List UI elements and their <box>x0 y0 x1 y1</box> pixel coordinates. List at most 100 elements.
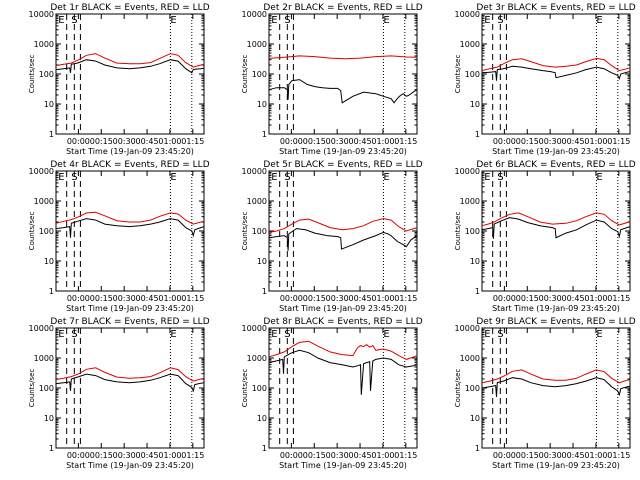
x-axis-label: Start Time (19-Jan-09 23:45:20) <box>66 461 194 470</box>
end-marker-label: E <box>170 329 176 340</box>
y-tick-label: 10000 <box>242 10 267 19</box>
end-marker-label: E <box>170 172 176 183</box>
y-tick-label: 10 <box>257 100 267 109</box>
x-tick-label: 00:00 <box>67 137 90 146</box>
panel-det-6: Det 6r BLACK = Events, RED = LLD 1 10 100 10… <box>454 160 636 313</box>
series-line-events <box>55 373 205 393</box>
end-marker-label: E <box>484 329 490 340</box>
x-tick-label: 00:15 <box>303 137 326 146</box>
series-line-lld <box>268 340 418 360</box>
x-tick-label: 00:45 <box>136 451 159 460</box>
y-tick-label: 10000 <box>242 167 267 176</box>
y-axis-label: Counts/sec <box>28 369 36 408</box>
x-tick-label: 00:30 <box>326 294 349 303</box>
end-marker-label: E <box>484 172 490 183</box>
y-axis-label: Counts/sec <box>241 55 249 94</box>
panel-title: Det 5r BLACK = Events, RED = LLD <box>263 160 422 170</box>
x-tick-label: 00:30 <box>326 451 349 460</box>
panel-title: Det 3r BLACK = Events, RED = LLD <box>476 3 635 13</box>
panel-title: Det 2r BLACK = Events, RED = LLD <box>263 3 422 13</box>
x-tick-label: 00:15 <box>303 294 326 303</box>
x-tick-label: 00:00 <box>280 451 303 460</box>
y-tick-label: 10000 <box>29 10 54 19</box>
y-axis-label: Counts/sec <box>241 369 249 408</box>
end-marker-label: E <box>58 15 64 26</box>
x-tick-label: 00:30 <box>539 137 562 146</box>
series-line-lld <box>268 55 418 60</box>
start-marker-label: S <box>284 329 290 340</box>
y-tick-label: 1000 <box>34 354 54 363</box>
x-tick-label: 01:15 <box>181 294 204 303</box>
start-marker-label: S <box>497 172 503 183</box>
x-tick-label: 00:15 <box>90 137 113 146</box>
y-tick-label: 1000 <box>247 197 267 206</box>
x-tick-label: 00:00 <box>280 137 303 146</box>
x-tick-label: 00:45 <box>136 137 159 146</box>
series-line-events <box>268 79 418 104</box>
x-tick-label: 00:45 <box>562 294 585 303</box>
end-marker-label: E <box>383 15 389 26</box>
panel-det-1: Det 1r BLACK = Events, RED = LLD 1 10 100 10… <box>28 3 210 156</box>
start-marker-label: S <box>71 15 77 26</box>
y-tick-label: 1000 <box>247 40 267 49</box>
y-axis-label: Counts/sec <box>28 55 36 94</box>
y-tick-label: 100 <box>465 384 480 393</box>
series-line-lld <box>55 367 205 382</box>
x-axis-label: Start Time (19-Jan-09 23:45:20) <box>492 147 620 156</box>
panel-det-4: Det 4r BLACK = Events, RED = LLD 1 10 100 10… <box>28 160 210 313</box>
series-line-events <box>481 217 631 239</box>
panel-det-2: Det 2r BLACK = Events, RED = LLD 1 10 100 10… <box>241 3 423 156</box>
y-tick-label: 10000 <box>455 324 480 333</box>
end-marker-label: E <box>596 172 602 183</box>
end-marker-label: E <box>271 329 277 340</box>
series-line-events <box>481 377 631 398</box>
x-tick-label: 00:00 <box>493 294 516 303</box>
y-tick-label: 1000 <box>460 40 480 49</box>
y-tick-label: 100 <box>252 227 267 236</box>
panel-det-9: Det 9r BLACK = Events, RED = LLD 1 10 100 10… <box>454 317 636 470</box>
x-axis-label: Start Time (19-Jan-09 23:45:20) <box>66 304 194 313</box>
x-tick-label: 00:30 <box>113 137 136 146</box>
y-tick-label: 1 <box>49 130 54 139</box>
end-marker-label: E <box>170 15 176 26</box>
panel-det-3: Det 3r BLACK = Events, RED = LLD 1 10 100 10… <box>454 3 636 156</box>
x-tick-label: 01:00 <box>158 451 181 460</box>
series-line-lld <box>55 53 205 68</box>
plot-frame <box>268 170 418 292</box>
y-tick-label: 10000 <box>455 167 480 176</box>
panel-det-7: Det 7r BLACK = Events, RED = LLD 1 10 100 10… <box>28 317 210 470</box>
y-axis-label: Counts/sec <box>241 212 249 251</box>
x-tick-label: 01:00 <box>584 137 607 146</box>
x-tick-label: 01:15 <box>394 451 417 460</box>
panel-title: Det 8r BLACK = Events, RED = LLD <box>263 317 422 327</box>
panel-det-8: Det 8r BLACK = Events, RED = LLD 1 10 100 10… <box>241 317 423 470</box>
y-tick-label: 10000 <box>29 324 54 333</box>
x-tick-label: 00:00 <box>280 294 303 303</box>
x-tick-label: 00:00 <box>67 451 90 460</box>
series-line-lld <box>268 218 418 233</box>
plot-frame <box>481 13 631 135</box>
end-marker-label: E <box>58 329 64 340</box>
series-line-events <box>55 218 205 238</box>
x-tick-label: 01:15 <box>607 294 630 303</box>
end-marker-label: E <box>271 15 277 26</box>
series-line-lld <box>55 211 205 225</box>
x-tick-label: 00:45 <box>349 294 372 303</box>
x-tick-label: 01:15 <box>607 137 630 146</box>
series-line-events <box>268 228 418 251</box>
y-tick-label: 1 <box>49 287 54 296</box>
panel-title: Det 7r BLACK = Events, RED = LLD <box>50 317 209 327</box>
start-marker-label: S <box>71 329 77 340</box>
x-tick-label: 00:30 <box>539 451 562 460</box>
y-tick-label: 100 <box>252 384 267 393</box>
y-axis-label: Counts/sec <box>28 212 36 251</box>
x-axis-label: Start Time (19-Jan-09 23:45:20) <box>279 147 407 156</box>
y-tick-label: 1000 <box>460 197 480 206</box>
y-tick-label: 10000 <box>29 167 54 176</box>
x-tick-label: 01:00 <box>158 294 181 303</box>
plot-frame <box>268 13 418 135</box>
plot-frame <box>481 170 631 292</box>
x-tick-label: 00:45 <box>136 294 159 303</box>
x-tick-label: 01:15 <box>181 137 204 146</box>
x-axis-label: Start Time (19-Jan-09 23:45:20) <box>492 461 620 470</box>
